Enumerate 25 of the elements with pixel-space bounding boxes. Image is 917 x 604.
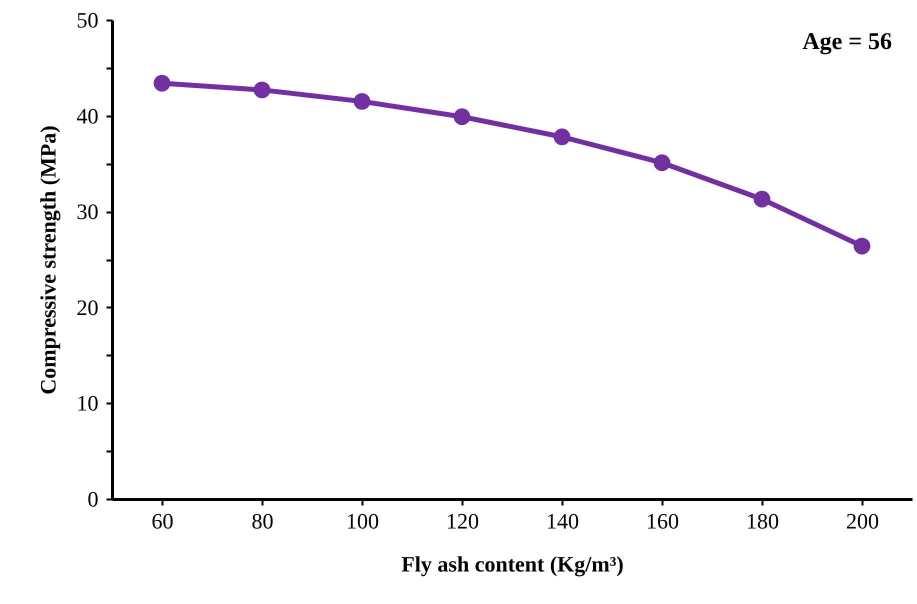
- x-tick-label: 100: [346, 508, 379, 534]
- point: [154, 74, 170, 92]
- x-tick-label: 60: [152, 508, 174, 534]
- y-tick-label: 30: [76, 199, 98, 224]
- y-tick-label: 40: [76, 103, 98, 128]
- y-tick-label: 50: [76, 8, 98, 32]
- point: [354, 93, 370, 110]
- point: [854, 238, 870, 254]
- x-tick-label: 180: [746, 508, 779, 534]
- y-tick-label: 20: [76, 294, 98, 320]
- point: [754, 190, 770, 208]
- y-axis-title: Compressive strength (MPa): [36, 125, 60, 395]
- point: [254, 82, 270, 98]
- x-tick-label: 140: [546, 508, 579, 534]
- point: [654, 154, 670, 172]
- x-axis-title: Fly ash content (Kg/m³): [401, 552, 624, 576]
- y-tick-label: 10: [76, 390, 98, 416]
- x-tick-label: 160: [646, 508, 679, 534]
- x-tick-label: 120: [446, 508, 479, 534]
- point: [554, 128, 570, 146]
- y-tick-label: 0: [88, 486, 98, 512]
- point: [454, 108, 470, 126]
- x-tick-label: 200: [846, 508, 879, 534]
- annotation: Age = 56: [802, 29, 892, 55]
- x-tick-label: 80: [252, 508, 274, 534]
